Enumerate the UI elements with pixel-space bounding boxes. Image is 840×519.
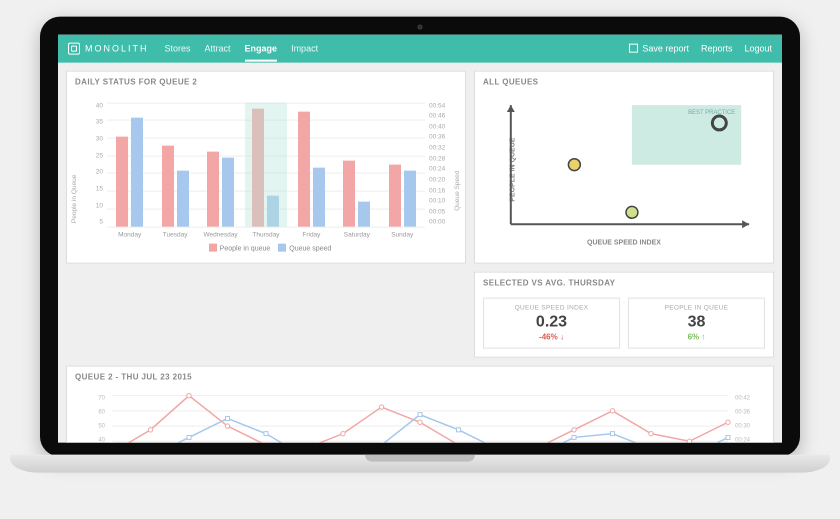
nav-attract[interactable]: Attract: [205, 43, 231, 53]
bar[interactable]: [222, 158, 234, 226]
bar[interactable]: [404, 170, 416, 226]
bar[interactable]: [162, 146, 174, 227]
bar[interactable]: [343, 161, 355, 226]
timeline-title: QUEUE 2 - THU JUL 23 2015: [67, 366, 773, 385]
kpi-grid: QUEUE SPEED INDEX0.23-46% ↓PEOPLE IN QUE…: [475, 291, 773, 356]
bar[interactable]: [358, 201, 370, 226]
content-grid: DAILY STATUS FOR QUEUE 2 People in Queue…: [58, 62, 782, 442]
header-actions: Save report Reports Logout: [629, 43, 772, 53]
daily-bar-chart: People in Queue Queue Speed 403530252015…: [75, 94, 457, 254]
save-report-button[interactable]: Save report: [629, 43, 689, 53]
top-bar: MONOLITH Stores Attract Engage Impact Save …: [58, 34, 782, 62]
scatter-point[interactable]: [568, 158, 580, 170]
daily-status-title: DAILY STATUS FOR QUEUE 2: [67, 71, 465, 90]
svg-text:BEST PRACTICE: BEST PRACTICE: [688, 110, 735, 116]
logout-link[interactable]: Logout: [744, 43, 772, 53]
brand-label: MONOLITH: [85, 43, 149, 53]
y-axis-right-label: Queue Speed: [454, 171, 461, 211]
bar[interactable]: [177, 170, 189, 226]
scatter-point[interactable]: [626, 206, 638, 218]
nav-stores[interactable]: Stores: [165, 43, 191, 53]
bar[interactable]: [131, 118, 143, 227]
brand[interactable]: MONOLITH: [68, 42, 149, 54]
laptop-frame: MONOLITH Stores Attract Engage Impact Save …: [40, 16, 800, 484]
screen-bezel: MONOLITH Stores Attract Engage Impact Save …: [40, 16, 800, 456]
kpi-card: QUEUE SPEED INDEX0.23-46% ↓: [483, 297, 620, 348]
brand-logo-icon: [68, 42, 80, 54]
timeline-panel: QUEUE 2 - THU JUL 23 2015 70605040302000…: [66, 365, 774, 442]
bar[interactable]: [207, 152, 219, 226]
kpi-title: SELECTED VS AVG. THURSDAY: [475, 272, 773, 291]
bar[interactable]: [389, 164, 401, 226]
nav-impact[interactable]: Impact: [291, 43, 318, 53]
main-nav: StoresAttractEngageImpact: [165, 43, 319, 53]
timeline-chart: 70605040302000:4200:3600:3000:2400:1800:…: [75, 389, 765, 442]
bar[interactable]: [313, 167, 325, 226]
scatter-chart: PEOPLE IN QUEUE QUEUE SPEED INDEX BEST P…: [483, 94, 765, 244]
daily-status-panel: DAILY STATUS FOR QUEUE 2 People in Queue…: [66, 70, 466, 263]
nav-engage[interactable]: Engage: [245, 43, 278, 61]
reports-link[interactable]: Reports: [701, 43, 733, 53]
kpi-panel: SELECTED VS AVG. THURSDAY QUEUE SPEED IN…: [474, 271, 774, 357]
laptop-base: [10, 454, 830, 472]
y-axis-left-label: People in Queue: [71, 174, 78, 222]
webcam: [418, 24, 423, 29]
bar[interactable]: [298, 111, 310, 226]
kpi-card: PEOPLE IN QUEUE386% ↑: [628, 297, 765, 348]
all-queues-title: ALL QUEUES: [475, 71, 773, 90]
save-icon: [629, 43, 638, 52]
bar[interactable]: [116, 136, 128, 226]
all-queues-panel: ALL QUEUES PEOPLE IN QUEUE QUEUE SPEED I…: [474, 70, 774, 263]
app-screen: MONOLITH Stores Attract Engage Impact Save …: [58, 34, 782, 442]
